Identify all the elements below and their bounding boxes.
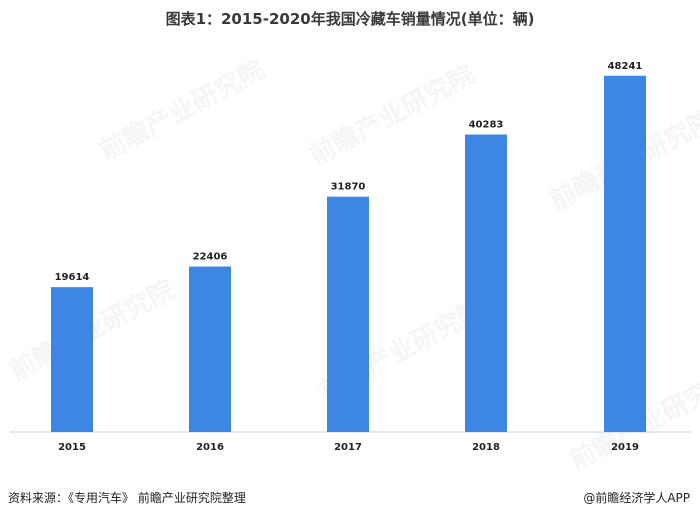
- x-tick-label-2015: 2015: [58, 442, 86, 453]
- x-tick-label-2019: 2019: [611, 442, 639, 453]
- bars-group: 19614 2015 22406 2016 31870 2017 40283 2018 4824…: [51, 61, 646, 453]
- chart-title: 图表1：2015-2020年我国冷藏车销量情况(单位：辆): [165, 10, 535, 28]
- x-tick-label-2018: 2018: [472, 442, 500, 453]
- data-label-2018: 40283: [469, 120, 504, 131]
- bar-2017: [327, 196, 369, 432]
- x-tick-label-2016: 2016: [196, 442, 224, 453]
- data-label-2019: 48241: [608, 61, 643, 72]
- data-label-2017: 31870: [331, 182, 366, 193]
- source-note: 资料来源：《专用汽车》 前瞻产业研究院整理: [8, 491, 246, 505]
- bar-2016: [189, 266, 231, 432]
- data-label-2016: 22406: [193, 252, 228, 263]
- x-tick-label-2017: 2017: [334, 442, 362, 453]
- brand-note: @前瞻经济学人APP: [583, 491, 690, 505]
- bar-2018: [465, 134, 507, 432]
- bar-2019: [604, 75, 646, 433]
- data-label-2015: 19614: [55, 272, 90, 283]
- bar-2015: [51, 287, 93, 432]
